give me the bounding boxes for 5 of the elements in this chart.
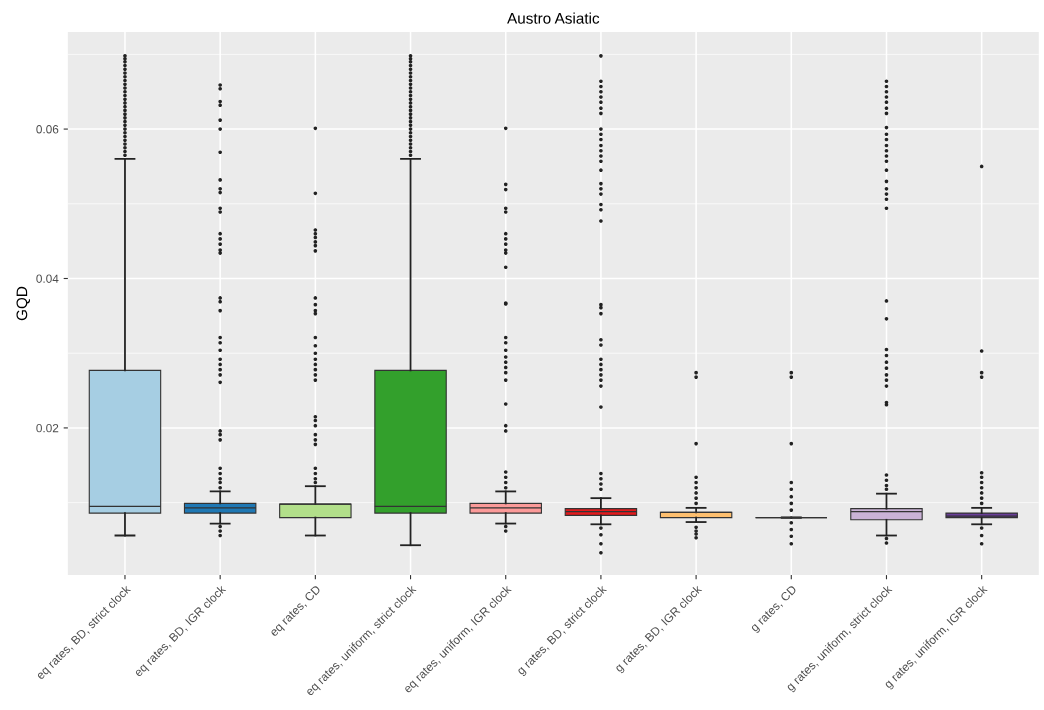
y-tick-label: 0.02 xyxy=(36,423,59,433)
chart-title: Austro Asiatic xyxy=(507,12,600,24)
y-tick-label: 0.04 xyxy=(36,274,59,283)
y-tick-label: 0.06 xyxy=(36,125,59,134)
y-axis-title: GQD xyxy=(16,286,31,321)
